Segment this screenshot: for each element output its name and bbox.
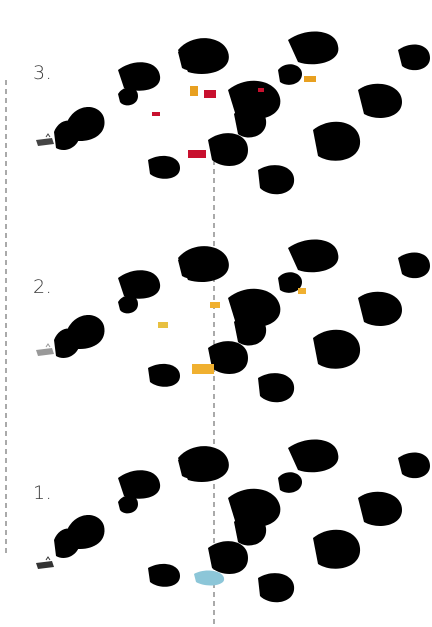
compass-icon [36,343,54,356]
layer-1-label: 1. [33,482,53,504]
layer-3-highlight [152,112,160,116]
layer-2-highlight [210,302,220,308]
layer-3-highlight [190,86,198,96]
layer-3-highlight [188,150,206,158]
layer-1-map [54,438,430,614]
layer-3-highlight [258,88,264,92]
layer-2-highlight [158,322,168,328]
layer-2-map [54,238,430,414]
layer-2-label: 2. [33,276,53,298]
layer-3-highlight [204,90,216,98]
layer-2-highlight [192,364,214,374]
layer-3-label: 3. [33,62,53,84]
layer-3-map [54,30,430,206]
layer-2-highlight [298,288,306,294]
layer-1-lake [194,570,225,586]
compass-icon [36,556,54,569]
layer-3-highlight [304,76,316,82]
compass-icon [36,133,54,146]
